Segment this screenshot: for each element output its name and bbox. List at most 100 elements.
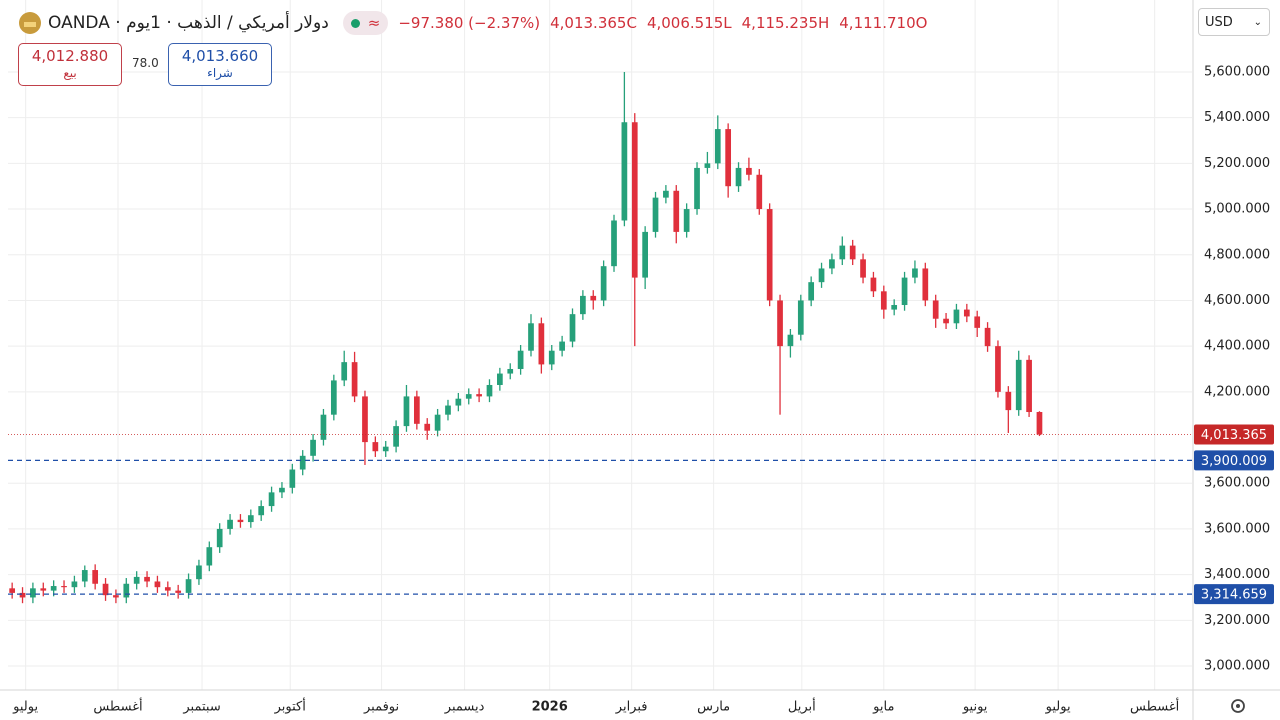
candle-body (766, 209, 773, 301)
candle-body (683, 209, 690, 232)
candle-body (164, 587, 171, 591)
candle-body (849, 245, 856, 260)
currency-select[interactable]: USD ⌄ (1198, 8, 1270, 36)
sell-price: 4,012.880 (31, 47, 109, 65)
candle-body (133, 576, 140, 584)
candle-body (206, 547, 213, 566)
ohlc-value: 4,006.515L (646, 14, 732, 32)
candle-body (611, 220, 617, 267)
sell-label: بيع (63, 66, 77, 80)
candle-body (621, 122, 628, 221)
status-icon: ≈ (367, 14, 381, 32)
candle-body (362, 396, 368, 443)
candle-body (19, 592, 26, 598)
buy-button[interactable]: 4,013.660 شراء (168, 43, 272, 86)
candle-body (559, 341, 565, 351)
x-tick-label: أغسطس (93, 698, 142, 715)
gear[interactable] (1231, 699, 1245, 713)
y-tick-label: 5,200.000 (1204, 156, 1270, 171)
dropdown-arrow: ⌄ (1253, 16, 1262, 28)
y-tick-label: 3,400.000 (1204, 567, 1270, 582)
candle-body (185, 579, 192, 593)
candle-body (50, 586, 57, 591)
candle-body (704, 163, 711, 168)
candle-body (735, 167, 742, 187)
symbol-title: دولار أمريكي / الذهب · 1يوم · OANDA (48, 13, 329, 33)
settings-icon[interactable] (1231, 699, 1245, 713)
candle-body (818, 268, 825, 283)
candle-body (663, 190, 669, 198)
candle-body (912, 268, 918, 278)
x-tick-label: أكتوبر (274, 698, 306, 715)
candle-body (30, 588, 36, 598)
y-tick-label: 4,400.000 (1204, 339, 1270, 354)
candle-body (860, 259, 866, 278)
candle-body (995, 346, 1001, 392)
candle-body (320, 414, 327, 440)
candle-body (216, 528, 223, 548)
candle-body (1026, 359, 1032, 413)
candle-body (310, 439, 316, 456)
candle-body (829, 259, 835, 269)
candle-body (497, 373, 503, 385)
status-dot (350, 18, 360, 28)
y-tick-label: 4,800.000 (1204, 247, 1270, 262)
candle-body (61, 586, 67, 588)
candle-body (631, 122, 638, 278)
price-label-box (1194, 584, 1274, 605)
sell-button[interactable]: 4,012.880 بيع (18, 43, 122, 86)
buy-label: شراء (207, 66, 233, 80)
candle-body (1036, 412, 1043, 435)
currency: USD (1205, 14, 1233, 30)
candle-body (113, 595, 119, 598)
candle-body (974, 316, 981, 328)
candle-body (922, 268, 929, 301)
x-tick-label: فبراير (615, 700, 648, 715)
candle-body (1015, 359, 1022, 411)
candle-body (714, 129, 721, 164)
candle-body (943, 318, 949, 324)
candle-body (580, 295, 586, 315)
x-tick-label: ديسمبر (444, 700, 485, 715)
candle-body (393, 426, 399, 447)
gear-center[interactable] (1236, 704, 1240, 708)
candle-body (299, 455, 306, 470)
x-tick-label: مايو (872, 700, 894, 715)
candle-body (652, 197, 659, 232)
candle-body (330, 380, 337, 415)
y-tick-label: 3,600.000 (1204, 476, 1270, 491)
header: دولار أمريكي / الذهب · 1يوم · OANDA ≈ −9… (18, 10, 927, 36)
candle-body (590, 295, 597, 301)
candle-body (569, 314, 576, 342)
candle-body (787, 334, 794, 347)
candle-body (268, 492, 275, 507)
y-tick-label: 5,400.000 (1204, 110, 1270, 125)
gold-icon (19, 12, 41, 34)
x-tick-label: سبتمبر (182, 700, 220, 715)
candle-body (932, 300, 939, 319)
status-pill[interactable]: ≈ (342, 11, 389, 35)
candle-body (258, 506, 265, 516)
y-tick-label: 3,200.000 (1204, 613, 1270, 628)
price-label: 4,013.365 (1201, 428, 1267, 443)
candle-body (528, 323, 534, 351)
x-tick-label: نوفمبر (363, 700, 399, 715)
candle-body (341, 362, 348, 381)
candle-body (403, 396, 410, 427)
y-tick-label: 5,600.000 (1204, 64, 1270, 79)
candle-body (880, 291, 887, 310)
price-label-box (1194, 450, 1274, 471)
icon-bar (24, 22, 36, 27)
candle-body (548, 350, 555, 365)
candle-body (123, 583, 130, 598)
grid (8, 0, 1192, 690)
price-label: 3,900.009 (1201, 454, 1267, 469)
candle-body (984, 327, 991, 347)
candle-body (642, 231, 648, 278)
candle-body (839, 245, 846, 260)
candle-body (756, 174, 763, 210)
ohlc-value: 4,111.710O (839, 14, 928, 32)
candle-body (891, 305, 898, 310)
